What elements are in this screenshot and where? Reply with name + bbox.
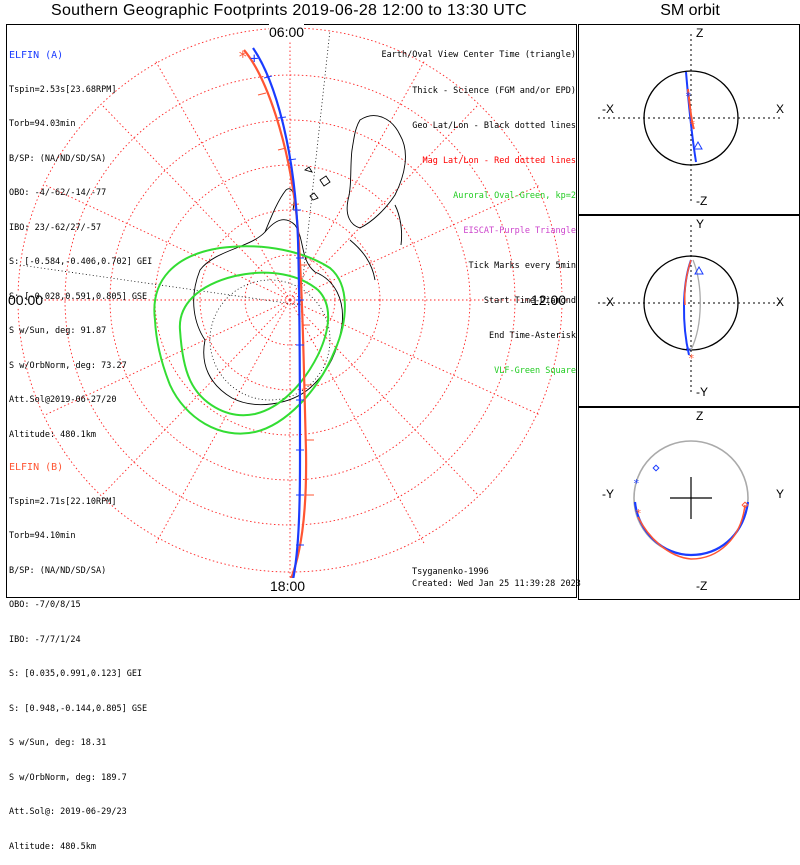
- footprint-map: * +: [6, 24, 577, 598]
- legend-item: Auroral Oval-Green, kp=2: [453, 190, 576, 201]
- map-legend: Earth/Oval View Center Time (triangle) T…: [382, 27, 576, 390]
- sm-panel-yz: * * Z -Z -Y Y: [578, 407, 800, 600]
- sm-plot-yz: * *: [578, 407, 800, 600]
- elfin-b-line: S w/OrbNorm, deg: 189.7: [9, 772, 127, 783]
- legend-item: Tick Marks every 5min: [468, 261, 576, 272]
- elfin-a-name: ELFIN (A): [9, 50, 64, 61]
- sm-axis-top: Y: [696, 217, 705, 231]
- legend-item: End Time-Asterisk: [489, 331, 576, 342]
- sm-axis-left: -X: [602, 295, 614, 309]
- elfin-a-line: Torb=94.03min: [9, 119, 76, 129]
- legend-item: VLF-Green Square: [494, 366, 576, 377]
- elfin-a-line: S: [-0.584,-0.406,0.702] GEI: [9, 257, 153, 267]
- sm-orbit-title: SM orbit: [660, 2, 720, 19]
- elfin-b-line: S: [0.035,0.991,0.123] GEI: [9, 669, 143, 679]
- sm-axis-top: Z: [696, 409, 704, 423]
- elfin-b-name: ELFIN (B): [9, 462, 64, 473]
- elfin-a-line: S: [-0.028,0.591,0.805] GSE: [9, 291, 148, 302]
- svg-text:*: *: [685, 345, 692, 358]
- sm-axis-bottom: -Z: [696, 579, 708, 593]
- elfin-a-line: S w/Sun, deg: 91.87: [9, 326, 107, 336]
- elfin-a-line: OBO: -4/-62/-14/-77: [9, 188, 107, 198]
- legend-item: Earth/Oval View Center Time (triangle): [381, 50, 576, 61]
- elfin-b-line: Att.Sol@: 2019-06-29/23: [9, 807, 127, 817]
- svg-text:*: *: [685, 90, 692, 103]
- elfin-b-line: Torb=94.10min: [9, 531, 76, 541]
- svg-text:*: *: [633, 477, 640, 490]
- elfin-a-end-asterisk: +: [250, 51, 258, 67]
- page-title: Southern Geographic Footprints 2019-06-2…: [50, 2, 528, 19]
- elfin-a-line: Altitude: 480.1km: [9, 429, 96, 440]
- sm-axis-left: -Y: [602, 487, 614, 501]
- hour-label-right: 12:00: [531, 292, 567, 308]
- svg-text:*: *: [635, 507, 642, 520]
- elfin-b-line: Altitude: 480.5km: [9, 841, 96, 852]
- auroral-oval: [153, 245, 346, 435]
- elfin-a-info: ELFIN (A) Tspin=2.53s[23.68RPM] Torb=94.…: [9, 27, 152, 453]
- elfin-b-line: S: [0.948,-0.144,0.805] GSE: [9, 703, 148, 714]
- sm-axis-top: Z: [696, 26, 704, 40]
- elfin-a-track: +: [250, 47, 304, 593]
- elfin-a-line: S w/OrbNorm, deg: 73.27: [9, 360, 127, 371]
- elfin-a-line: B/SP: (NA/ND/SD/SA): [9, 153, 107, 164]
- sm-panel-xz: * * Z -Z -X X: [578, 24, 800, 215]
- sm-axis-bottom: -Y: [696, 385, 708, 399]
- elfin-b-line: Tspin=2.71s[22.10RPM]: [9, 496, 117, 507]
- elfin-b-line: IBO: -7/7/1/24: [9, 634, 81, 645]
- elfin-b-line: S w/Sun, deg: 18.31: [9, 738, 107, 748]
- svg-text:*: *: [689, 118, 696, 131]
- legend-item: EISCAT-Purple Triangle: [463, 225, 576, 236]
- elfin-a-line: Tspin=2.53s[23.68RPM]: [9, 84, 117, 95]
- legend-item: Thick - Science (FGM and/or EPD): [412, 85, 576, 96]
- geo-grid: [19, 29, 331, 401]
- legend-item: Start Time-Diamond: [483, 296, 576, 307]
- legend-item: Mag Lat/Lon - Red dotted lines: [422, 155, 576, 166]
- sm-plot-xy: * *: [578, 215, 800, 407]
- model-label: Tsyganenko-1996: [412, 567, 489, 577]
- sm-axis-right: Y: [776, 487, 785, 501]
- created-label: Created: Wed Jan 25 11:39:28 2023: [412, 579, 581, 589]
- legend-item: Geo Lat/Lon - Black dotted lines: [412, 120, 576, 131]
- elfin-b-end-asterisk: *: [238, 47, 248, 66]
- svg-text:*: *: [688, 352, 695, 365]
- sm-axis-right: X: [776, 102, 785, 116]
- elfin-b-line: B/SP: (NA/ND/SD/SA): [9, 565, 107, 576]
- elfin-b-info: ELFIN (B) Tspin=2.71s[22.10RPM] Torb=94.…: [9, 439, 147, 865]
- hour-label-left: 00:00: [8, 292, 44, 308]
- elfin-b-line: OBO: -7/0/8/15: [9, 600, 81, 610]
- sm-panel-xy: * * Y -Y -X X: [578, 215, 800, 407]
- hour-label-bottom: 18:00: [270, 578, 306, 594]
- elfin-a-line: Att.Sol@2019-06-27/20: [9, 395, 117, 405]
- sm-axis-left: -X: [602, 102, 614, 116]
- sm-plot-xz: * *: [578, 24, 800, 215]
- elfin-a-line: IBO: 23/-62/27/-57: [9, 222, 102, 233]
- sm-axis-right: X: [776, 295, 785, 309]
- hour-label-top: 06:00: [269, 24, 305, 40]
- sm-axis-bottom: -Z: [696, 194, 708, 208]
